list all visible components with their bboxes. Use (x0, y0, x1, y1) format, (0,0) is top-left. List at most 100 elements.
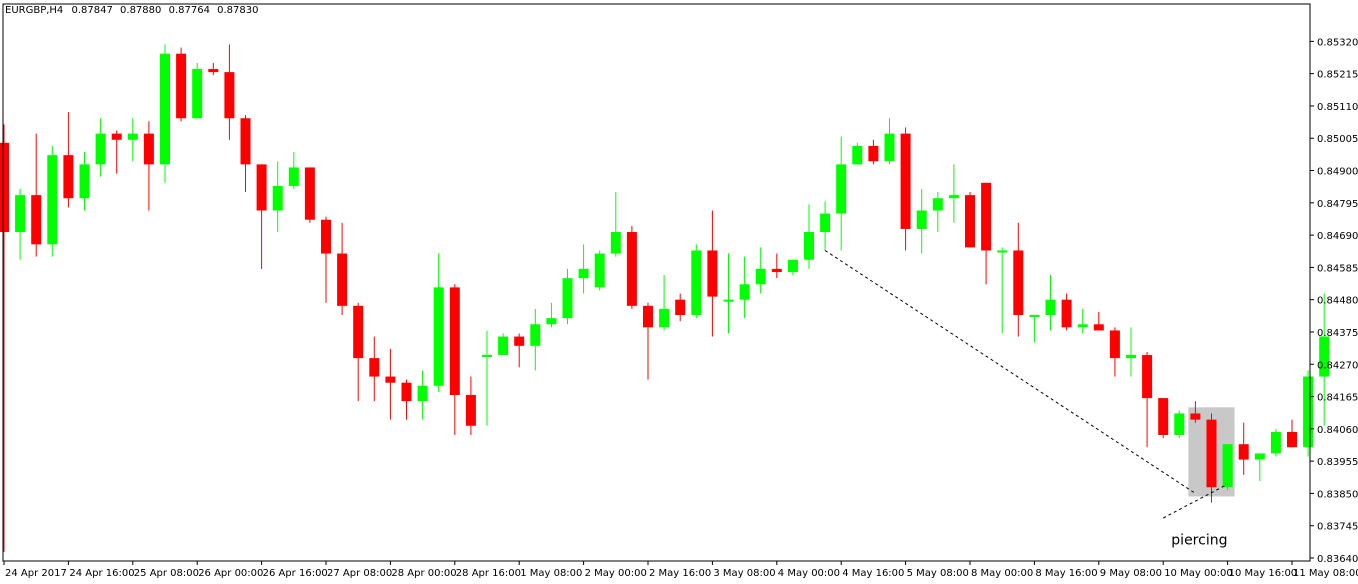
candle-body (369, 358, 380, 377)
time-tick-label: 4 May 00:00 (778, 568, 840, 579)
time-tick-label: 24 Apr 2017 (5, 568, 67, 579)
time-tick-label: 25 Apr 08:00 (134, 568, 199, 579)
candle-body (321, 219, 331, 254)
candle-body (1126, 355, 1136, 359)
time-tick-label: 2 May 16:00 (649, 568, 711, 579)
candle-body (449, 287, 460, 396)
time-tick-label: 27 Apr 08:00 (327, 568, 392, 579)
candle-body (401, 382, 412, 402)
candle (868, 139, 879, 165)
candle (208, 62, 219, 76)
candle (160, 44, 170, 183)
candle-body (1174, 413, 1185, 435)
candle (1126, 327, 1136, 377)
candle (256, 164, 267, 269)
candle (1093, 311, 1104, 331)
candle-body (739, 284, 750, 300)
candle-body (804, 232, 814, 260)
time-tick-label: 28 Apr 00:00 (391, 568, 456, 579)
candle-body (1287, 431, 1297, 448)
candle-body (965, 195, 975, 248)
candle-body (272, 185, 283, 211)
candle-body (1238, 444, 1249, 460)
candle (111, 130, 122, 174)
candle-body (353, 305, 364, 359)
candle-body (787, 259, 798, 273)
candle (820, 201, 831, 251)
time-tick-label: 28 Apr 16:00 (456, 568, 521, 579)
candle-body (691, 250, 702, 316)
candle-body (594, 253, 605, 288)
candle (304, 167, 315, 223)
price-tick-label: 0.83850 (1317, 489, 1358, 500)
candle (95, 118, 106, 177)
candle-body (1222, 444, 1233, 488)
header-close: 0.87830 (217, 5, 258, 16)
price-tick-label: 0.83955 (1317, 457, 1358, 468)
candle-body (240, 118, 251, 165)
candle (626, 225, 637, 309)
candle-body (224, 72, 235, 119)
candle-body (530, 324, 541, 346)
candle (79, 152, 90, 211)
candle-body (256, 164, 267, 211)
candle-body (304, 167, 315, 220)
header-open: 0.87847 (71, 5, 112, 16)
candle-body (47, 155, 58, 245)
candle-body (1158, 398, 1169, 435)
candle (610, 192, 621, 257)
candle (176, 47, 187, 122)
candle (465, 376, 476, 435)
candle (771, 253, 782, 279)
pattern-label: piercing (1171, 533, 1227, 549)
candle-body (578, 268, 589, 279)
price-tick-label: 0.85215 (1317, 70, 1358, 81)
candle-body (1254, 453, 1265, 460)
candle-body (562, 278, 573, 319)
time-tick-label: 26 Apr 16:00 (263, 568, 328, 579)
price-tick-label: 0.84690 (1317, 231, 1358, 242)
candle-body (675, 299, 686, 316)
candle-body (997, 250, 1008, 253)
candle (1238, 422, 1249, 475)
candle-body (31, 195, 42, 245)
time-tick-label: 26 Apr 00:00 (198, 568, 263, 579)
candle-body (932, 198, 943, 211)
candle (1206, 413, 1217, 503)
candle (578, 244, 589, 294)
candle-body (385, 376, 396, 383)
candle-body (1093, 324, 1104, 331)
candle (514, 333, 525, 368)
candle (659, 275, 670, 331)
candle-body (337, 253, 348, 306)
candle-body (755, 268, 766, 285)
price-tick-label: 0.84795 (1317, 199, 1358, 210)
candle (707, 210, 718, 337)
candle (1142, 351, 1153, 448)
candle-body (143, 133, 154, 165)
time-tick-label: 8 May 00:00 (971, 568, 1033, 579)
candle (288, 152, 299, 189)
candle-body (1013, 250, 1024, 316)
candle (562, 268, 573, 325)
candle-body (836, 164, 847, 214)
time-tick-label: 10 May 16:00 (1229, 568, 1298, 579)
price-tick-label: 0.85320 (1317, 37, 1358, 48)
candle (272, 161, 283, 233)
candle-body (176, 53, 187, 119)
candle-body (1077, 324, 1088, 328)
candle-body (884, 133, 895, 162)
price-tick-label: 0.85110 (1317, 102, 1358, 113)
candle (1254, 453, 1265, 482)
time-tick-label: 5 May 08:00 (907, 568, 969, 579)
candle (401, 379, 412, 420)
candle (836, 136, 847, 251)
candle (31, 133, 42, 257)
plot-frame (2, 3, 1311, 562)
candle (127, 118, 138, 162)
candle (192, 62, 203, 119)
candle-body (1029, 315, 1040, 318)
time-tick-label: 24 Apr 16:00 (69, 568, 134, 579)
candle (965, 192, 975, 248)
candle-body (626, 232, 637, 306)
